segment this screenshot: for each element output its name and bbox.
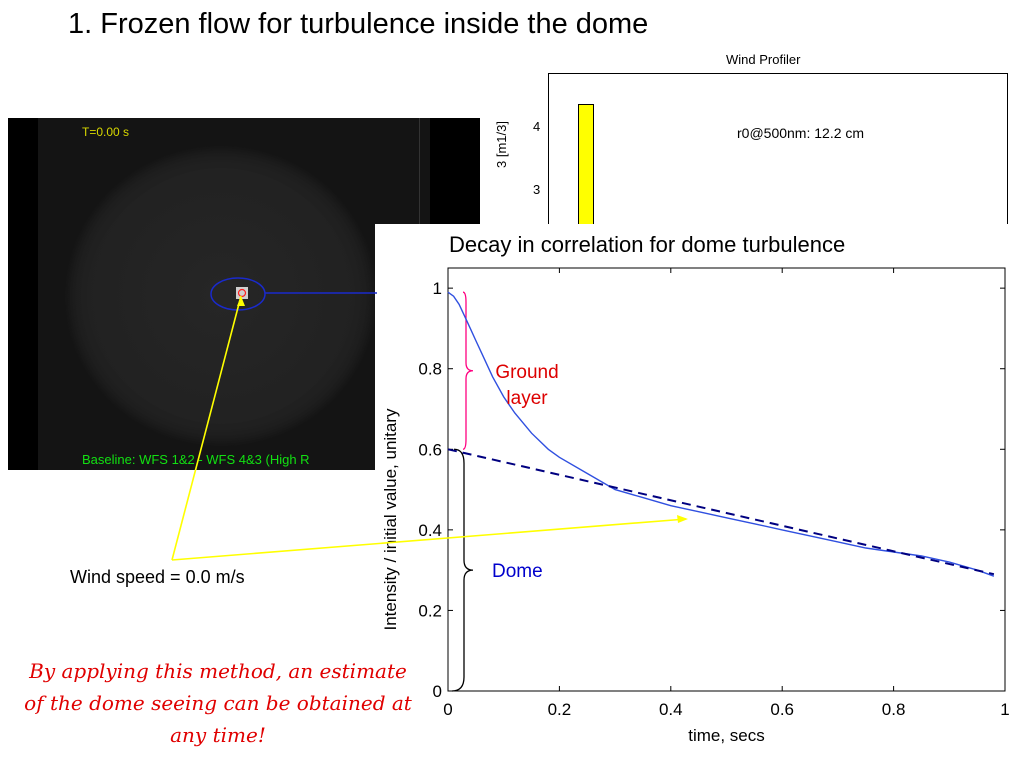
- measured-decay-line: [447, 291, 995, 577]
- frame-baseline-label: Baseline: WFS 1&2 - WFS 4&3 (High R: [82, 452, 310, 467]
- profiler-tick-3: 3: [533, 182, 541, 197]
- dome-brace: [451, 448, 474, 692]
- x-tick-label: 0.8: [882, 700, 906, 719]
- slide-title: 1. Frozen flow for turbulence inside the…: [68, 8, 649, 40]
- y-tick-label: 0.8: [418, 360, 442, 379]
- wfs-frame: [8, 118, 480, 470]
- x-tick-label: 0.4: [659, 700, 683, 719]
- wind-speed-label: Wind speed = 0.0 m/s: [70, 567, 245, 587]
- profiler-title: Wind Profiler: [726, 52, 801, 67]
- frame-time-label: T=0.00 s: [82, 125, 130, 139]
- profiler-tick-4: 4: [533, 119, 541, 134]
- y-tick-label: 0.6: [418, 440, 442, 459]
- x-tick-label: 1: [1000, 700, 1009, 719]
- y-tick-label: 0.2: [418, 601, 442, 620]
- y-tick-label: 1: [433, 279, 442, 298]
- profiler-bar: [578, 104, 594, 234]
- x-tick-label: 0.6: [770, 700, 794, 719]
- conclusion-note: By applying this method, an estimate of …: [24, 659, 412, 747]
- chart-title: Decay in correlation for dome turbulence: [449, 232, 846, 257]
- x-tick-label: 0: [443, 700, 452, 719]
- y-axis-label: Intensity / initial value, unitary: [381, 408, 400, 631]
- y-tick-label: 0.4: [418, 521, 442, 540]
- ground-layer-brace: [462, 291, 474, 450]
- profiler-ylabel: 3 [m1/3]: [494, 121, 509, 168]
- decay-chart: 0 0.2 0.4 0.6 0.8 1 0 0.2 0.4 0.6 0.8 1 time, secs In…: [381, 267, 1010, 745]
- plot-frame: [447, 267, 1006, 692]
- profiler-r0-annotation: r0@500nm: 12.2 cm: [737, 125, 865, 141]
- x-axis-label: time, secs: [688, 726, 765, 745]
- ground-layer-label: Ground layer: [495, 362, 559, 409]
- x-tick-label: 0.2: [548, 700, 572, 719]
- pupil-disk: [65, 146, 377, 446]
- dome-label: Dome: [492, 561, 543, 582]
- fit-line-dome: [447, 448, 995, 576]
- y-tick-label: 0: [433, 682, 442, 701]
